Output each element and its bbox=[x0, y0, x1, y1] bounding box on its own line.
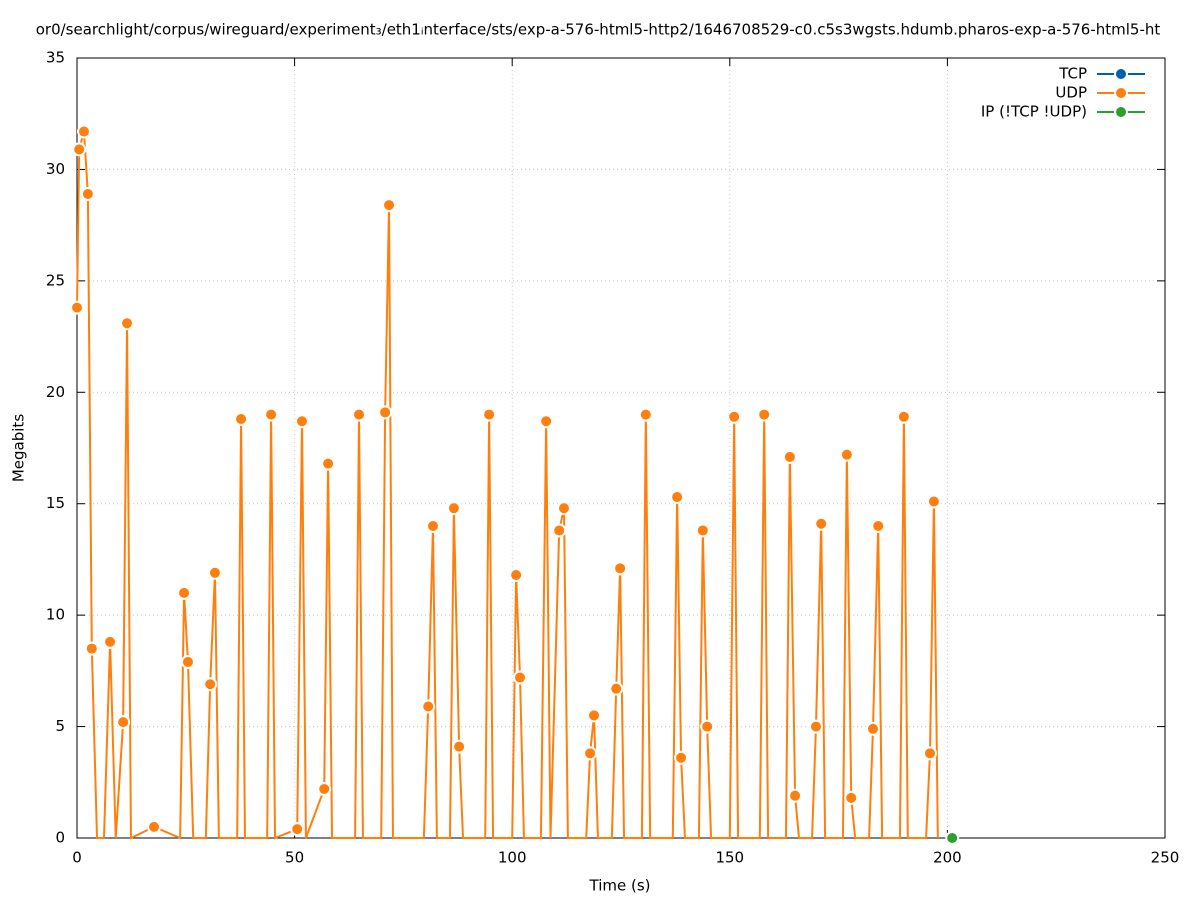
y-tick-label: 25 bbox=[46, 271, 65, 289]
x-axis-label: Time (s) bbox=[589, 877, 651, 895]
data-point bbox=[782, 449, 797, 464]
data-point bbox=[871, 519, 886, 533]
data-point bbox=[446, 501, 461, 516]
data-point bbox=[609, 681, 624, 696]
data-point bbox=[552, 523, 567, 538]
data-point bbox=[84, 641, 99, 656]
data-point bbox=[264, 407, 279, 422]
data-point bbox=[670, 490, 685, 505]
legend-marker bbox=[1114, 105, 1128, 119]
y-tick-label: 0 bbox=[55, 829, 65, 847]
data-point bbox=[896, 409, 911, 424]
data-point bbox=[72, 142, 87, 157]
x-tick-label: 150 bbox=[715, 849, 744, 867]
x-tick-label: 200 bbox=[933, 849, 962, 867]
data-point bbox=[839, 447, 854, 462]
data-point bbox=[294, 414, 309, 429]
data-point bbox=[421, 699, 436, 714]
data-point bbox=[116, 715, 131, 730]
data-point bbox=[482, 407, 497, 422]
y-tick-label: 20 bbox=[46, 383, 65, 401]
data-point bbox=[945, 831, 960, 845]
data-point bbox=[757, 407, 772, 422]
data-point bbox=[638, 407, 653, 422]
legend-marker bbox=[1114, 67, 1128, 81]
plot-frame bbox=[76, 57, 1166, 839]
data-point bbox=[814, 516, 829, 531]
y-tick-label: 30 bbox=[46, 160, 65, 178]
data-point bbox=[700, 719, 715, 734]
data-point bbox=[539, 414, 554, 429]
data-point bbox=[352, 407, 367, 422]
data-point bbox=[234, 412, 249, 427]
data-point bbox=[613, 561, 628, 576]
data-point bbox=[452, 739, 467, 754]
y-tick-label: 15 bbox=[46, 494, 65, 512]
data-point bbox=[382, 198, 397, 213]
data-point bbox=[556, 501, 571, 516]
data-point bbox=[587, 708, 602, 723]
data-point bbox=[70, 300, 84, 315]
data-point bbox=[513, 670, 528, 685]
data-point bbox=[695, 523, 710, 538]
x-tick-label: 100 bbox=[498, 849, 527, 867]
data-point bbox=[321, 456, 336, 471]
data-point bbox=[844, 790, 859, 805]
y-tick-label: 10 bbox=[46, 606, 65, 624]
data-point bbox=[317, 781, 332, 796]
legend-label: TCP bbox=[1058, 65, 1087, 83]
data-point bbox=[103, 634, 118, 649]
legend-marker bbox=[1114, 86, 1128, 100]
data-point bbox=[207, 565, 222, 580]
data-point bbox=[203, 677, 218, 692]
data-point bbox=[788, 788, 803, 803]
data-point bbox=[290, 822, 305, 837]
data-point bbox=[378, 405, 393, 420]
data-point bbox=[509, 568, 524, 583]
data-point bbox=[865, 721, 880, 736]
data-point bbox=[120, 316, 135, 331]
data-point bbox=[147, 819, 162, 834]
data-point bbox=[76, 124, 91, 139]
chart-title: or0/searchlight/corpus/wireguard/experim… bbox=[36, 21, 1161, 39]
data-point bbox=[922, 746, 937, 761]
data-point bbox=[926, 494, 941, 509]
y-tick-label: 35 bbox=[46, 49, 65, 67]
legend-label: UDP bbox=[1055, 84, 1087, 102]
x-tick-label: 0 bbox=[72, 849, 82, 867]
data-point bbox=[80, 186, 95, 201]
data-point bbox=[583, 746, 598, 761]
y-axis-label: Megabits bbox=[10, 414, 28, 482]
data-point bbox=[808, 719, 823, 734]
x-tick-label: 50 bbox=[285, 849, 304, 867]
x-tick-label: 250 bbox=[1151, 849, 1180, 867]
data-point bbox=[674, 750, 689, 765]
data-point bbox=[425, 519, 440, 533]
data-point bbox=[180, 654, 195, 669]
data-point bbox=[727, 409, 742, 424]
legend-label: IP (!TCP !UDP) bbox=[981, 103, 1087, 121]
series-line bbox=[76, 131, 939, 840]
y-tick-label: 5 bbox=[55, 717, 65, 735]
data-point bbox=[177, 585, 192, 600]
